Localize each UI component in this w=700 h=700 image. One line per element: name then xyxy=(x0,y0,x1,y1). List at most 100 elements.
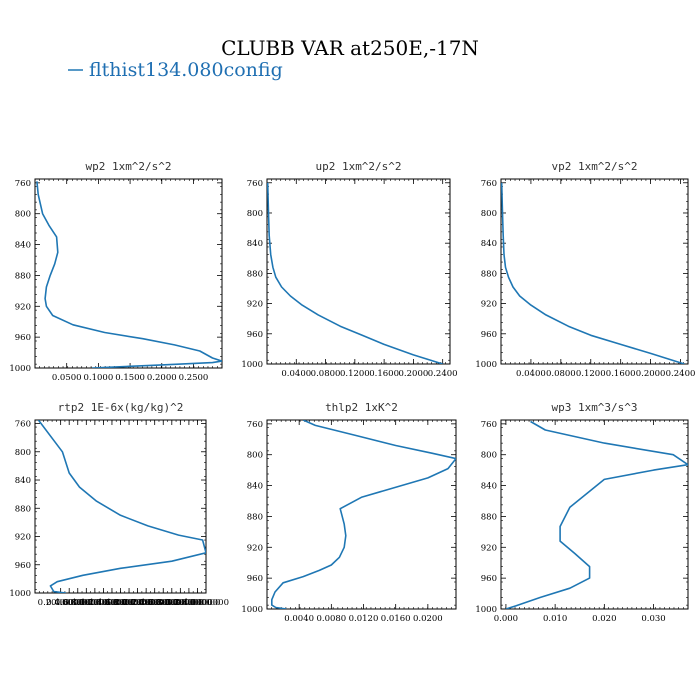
plot-frame xyxy=(34,178,223,369)
x-tick-label: 2.4000000 xyxy=(132,598,178,608)
figure-title: CLUBB VAR at250E,-17N xyxy=(221,36,479,60)
panel-title: vp2 1xm^2/s^2 xyxy=(551,160,637,173)
panel-3: vp2 1xm^2/s^2 760 800 840 880 920 960 1000 0.040… xyxy=(475,160,695,379)
y-tick-label: 1000 xyxy=(241,605,263,615)
y-tick-label: 960 xyxy=(247,574,263,584)
x-tick-label: 1.6000000 xyxy=(98,598,144,608)
x-tick-label: 0.1600 xyxy=(606,369,636,379)
y-tick-label: 880 xyxy=(15,271,31,281)
x-tick-label: 1.4000000 xyxy=(89,598,135,608)
y-tick-label: 960 xyxy=(15,333,31,343)
x-tick-label: 2.8000000 xyxy=(149,598,195,608)
x-tick-label: 0.010 xyxy=(543,614,567,624)
series-line xyxy=(505,420,688,609)
series-line xyxy=(270,420,456,609)
y-tick-label: 880 xyxy=(481,269,497,279)
y-tick-label: 800 xyxy=(247,451,263,461)
y-tick-label: 920 xyxy=(481,543,497,553)
y-tick-label: 1000 xyxy=(9,589,31,599)
x-tick-label: 0.0400 xyxy=(281,369,311,379)
y-tick-label: 760 xyxy=(15,420,31,430)
figure-legend: flthist134.080config xyxy=(68,59,283,81)
y-tick-label: 760 xyxy=(15,179,31,189)
x-tick-label: 0.000 xyxy=(494,614,518,624)
y-tick-label: 880 xyxy=(247,512,263,522)
x-tick-label: 0.0080 xyxy=(316,614,346,624)
x-tick-label: 0.0800 xyxy=(311,369,341,379)
y-tick-label: 760 xyxy=(247,420,263,430)
x-tick-label: 0.8000000 xyxy=(63,598,109,608)
legend-label: flthist134.080config xyxy=(89,59,283,81)
x-tick-label: 0.2000 xyxy=(636,369,666,379)
x-tick-label: 0.2000 xyxy=(399,369,429,379)
x-tick-label: 1.0000000 xyxy=(72,598,118,608)
y-tick-label: 1000 xyxy=(241,360,263,370)
x-tick-label: 0.2400 xyxy=(666,369,696,379)
y-tick-label: 840 xyxy=(247,482,263,492)
y-tick-label: 880 xyxy=(247,269,263,279)
series-line xyxy=(501,182,685,364)
y-tick-label: 920 xyxy=(15,302,31,312)
x-tick-label: 1.2000000 xyxy=(80,598,126,608)
panel-2: up2 1xm^2/s^2 760 800 840 880 920 960 1000 0.040… xyxy=(241,160,457,379)
x-tick-label: 0.2500 xyxy=(179,373,209,383)
x-tick-label: 0.2000 xyxy=(147,373,177,383)
panel-title: thlp2 1xK^2 xyxy=(325,401,398,414)
x-tick-label: 0.1200 xyxy=(340,369,370,379)
panel-title: rtp2 1E-6x(kg/kg)^2 xyxy=(58,401,184,414)
y-tick-label: 800 xyxy=(15,210,31,220)
y-tick-label: 800 xyxy=(15,448,31,458)
x-tick-label: 0.2400 xyxy=(428,369,458,379)
x-tick-label: 3.2000000 xyxy=(166,598,212,608)
x-tick-label: 0.0040 xyxy=(284,614,314,624)
series-line xyxy=(267,182,443,364)
y-tick-label: 1000 xyxy=(475,605,497,615)
y-tick-label: 920 xyxy=(15,533,31,543)
y-tick-label: 840 xyxy=(481,239,497,249)
y-tick-label: 800 xyxy=(247,209,263,219)
x-tick-label: 0.0160 xyxy=(381,614,411,624)
y-tick-label: 760 xyxy=(247,179,263,189)
panels: wp2 1xm^2/s^2 760 800 840 880 920 960 1000 0.050… xyxy=(9,160,695,624)
y-tick-label: 840 xyxy=(15,241,31,251)
y-tick-label: 960 xyxy=(247,330,263,340)
x-tick-label: 0.0200 xyxy=(413,614,443,624)
plot-frame xyxy=(500,419,689,610)
y-tick-label: 1000 xyxy=(9,364,31,374)
panel-1: wp2 1xm^2/s^2 760 800 840 880 920 960 1000 0.050… xyxy=(9,160,223,383)
y-tick-label: 760 xyxy=(481,420,497,430)
y-tick-label: 920 xyxy=(481,300,497,310)
x-tick-label: 1.8000000 xyxy=(106,598,152,608)
plot-frame xyxy=(34,419,207,594)
x-tick-label: 0.0500 xyxy=(52,373,82,383)
x-tick-label: 0.6000000 xyxy=(55,598,101,608)
x-tick-label: 0.020 xyxy=(592,614,616,624)
panel-title: wp3 1xm^3/s^3 xyxy=(551,401,637,414)
x-tick-label: 0.1000 xyxy=(84,373,114,383)
series-line xyxy=(36,181,222,368)
x-tick-label: 0.0400 xyxy=(516,369,546,379)
x-tick-label: 3.4000000 xyxy=(174,598,220,608)
x-tick-label: 2.6000000 xyxy=(140,598,186,608)
x-tick-label: 3.0000000 xyxy=(157,598,203,608)
x-tick-label: 0.4000000 xyxy=(46,598,92,608)
panel-title: up2 1xm^2/s^2 xyxy=(315,160,401,173)
y-tick-label: 960 xyxy=(15,561,31,571)
x-tick-label: 0.0800 xyxy=(546,369,576,379)
y-tick-label: 920 xyxy=(247,300,263,310)
y-tick-label: 840 xyxy=(481,482,497,492)
series-line xyxy=(37,420,206,593)
x-tick-label: 2.0000000 xyxy=(115,598,161,608)
y-tick-label: 800 xyxy=(481,451,497,461)
panel-4: rtp2 1E-6x(kg/kg)^2 760 800 840 880 920 960 100… xyxy=(9,401,229,608)
plot-frame xyxy=(266,419,457,610)
y-tick-label: 840 xyxy=(247,239,263,249)
x-tick-label: 0.0120 xyxy=(349,614,379,624)
x-tick-label: 4.0000000 xyxy=(183,598,229,608)
x-tick-label: 0.030 xyxy=(641,614,665,624)
plot-frame xyxy=(266,178,451,365)
x-tick-label: 0.1200 xyxy=(576,369,606,379)
y-tick-label: 800 xyxy=(481,209,497,219)
